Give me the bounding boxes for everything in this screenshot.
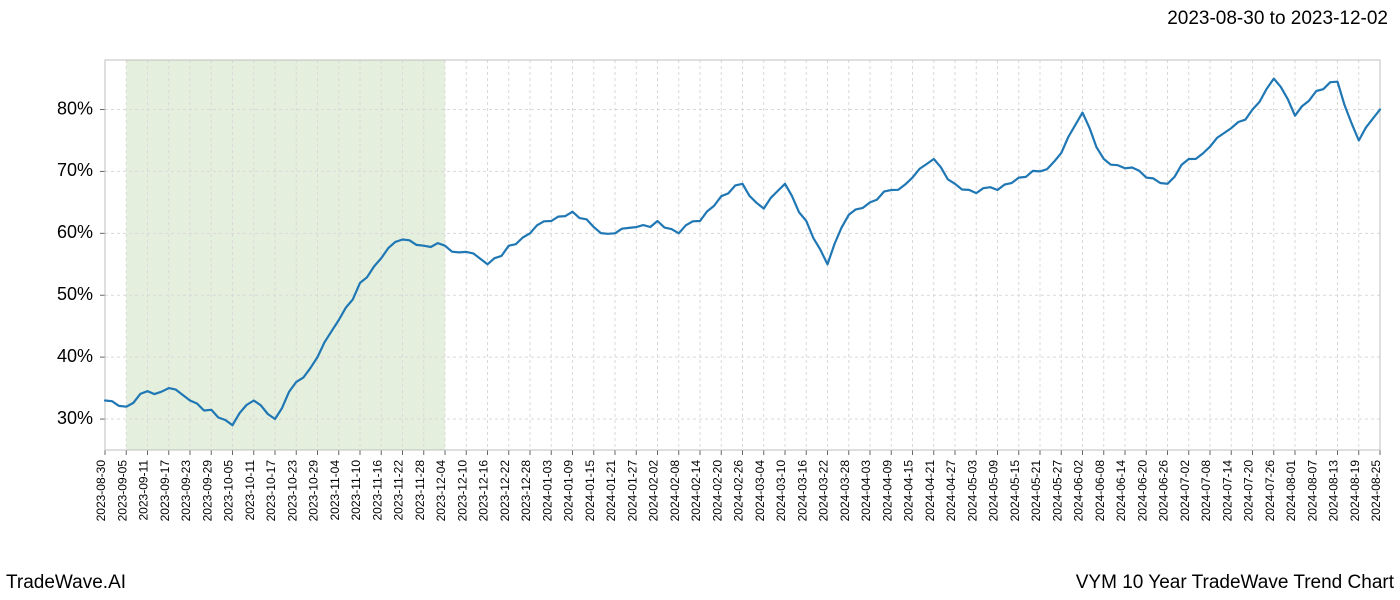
svg-text:2024-04-03: 2024-04-03 <box>859 460 873 522</box>
svg-text:2023-09-05: 2023-09-05 <box>115 460 129 522</box>
svg-text:2023-11-10: 2023-11-10 <box>349 460 363 521</box>
svg-text:2024-05-15: 2024-05-15 <box>1008 460 1022 522</box>
svg-text:2024-01-09: 2024-01-09 <box>562 460 576 522</box>
svg-text:2023-11-28: 2023-11-28 <box>413 460 427 521</box>
svg-text:2024-02-20: 2024-02-20 <box>710 460 724 522</box>
svg-text:2024-01-15: 2024-01-15 <box>583 460 597 522</box>
svg-text:2024-07-08: 2024-07-08 <box>1199 460 1213 522</box>
svg-text:2023-11-16: 2023-11-16 <box>370 460 384 521</box>
svg-text:2024-06-26: 2024-06-26 <box>1157 460 1171 522</box>
svg-text:2024-07-26: 2024-07-26 <box>1263 460 1277 522</box>
svg-text:2024-03-10: 2024-03-10 <box>774 460 788 522</box>
svg-text:2024-06-20: 2024-06-20 <box>1135 460 1149 522</box>
svg-text:2024-02-26: 2024-02-26 <box>732 460 746 522</box>
svg-text:2024-04-27: 2024-04-27 <box>944 460 958 522</box>
svg-text:2024-03-28: 2024-03-28 <box>838 460 852 522</box>
svg-text:60%: 60% <box>57 222 93 242</box>
svg-text:2023-08-30: 2023-08-30 <box>94 460 108 522</box>
svg-text:2024-03-04: 2024-03-04 <box>753 460 767 522</box>
svg-text:2024-07-02: 2024-07-02 <box>1178 460 1192 522</box>
svg-text:2023-10-29: 2023-10-29 <box>307 460 321 522</box>
svg-text:2023-10-17: 2023-10-17 <box>264 460 278 522</box>
svg-text:2024-08-13: 2024-08-13 <box>1327 460 1341 522</box>
svg-text:2023-10-05: 2023-10-05 <box>222 460 236 522</box>
svg-text:30%: 30% <box>57 408 93 428</box>
svg-text:2024-05-27: 2024-05-27 <box>1050 460 1064 522</box>
trend-chart: 30% 40% 50% 60% 70% 80% 2023-08-30 2023-09-05 20… <box>0 40 1400 570</box>
svg-text:2023-12-10: 2023-12-10 <box>455 460 469 522</box>
svg-text:2024-01-21: 2024-01-21 <box>604 460 618 522</box>
svg-text:2024-04-09: 2024-04-09 <box>880 460 894 522</box>
svg-text:2024-05-21: 2024-05-21 <box>1029 460 1043 522</box>
svg-text:2023-11-04: 2023-11-04 <box>328 460 342 521</box>
svg-text:50%: 50% <box>57 284 93 304</box>
svg-text:2023-09-23: 2023-09-23 <box>179 460 193 522</box>
svg-text:2023-09-17: 2023-09-17 <box>158 460 172 522</box>
svg-text:2023-11-22: 2023-11-22 <box>392 460 406 521</box>
brand-label: TradeWave.AI <box>6 572 126 594</box>
svg-text:2024-08-19: 2024-08-19 <box>1348 460 1362 522</box>
date-range-label: 2023-08-30 to 2023-12-02 <box>1167 8 1388 30</box>
svg-text:2024-03-16: 2024-03-16 <box>795 460 809 522</box>
svg-text:2023-09-29: 2023-09-29 <box>200 460 214 522</box>
svg-text:70%: 70% <box>57 160 93 180</box>
svg-text:2024-07-14: 2024-07-14 <box>1220 460 1234 522</box>
svg-text:2024-02-08: 2024-02-08 <box>668 460 682 522</box>
svg-text:2024-01-03: 2024-01-03 <box>540 460 554 522</box>
svg-text:2023-10-23: 2023-10-23 <box>285 460 299 522</box>
svg-text:2023-09-11: 2023-09-11 <box>137 460 151 521</box>
svg-text:2024-08-07: 2024-08-07 <box>1305 460 1319 522</box>
svg-text:2024-04-21: 2024-04-21 <box>923 460 937 522</box>
svg-text:2024-08-25: 2024-08-25 <box>1369 460 1383 522</box>
svg-text:2024-05-03: 2024-05-03 <box>965 460 979 522</box>
svg-text:2024-04-15: 2024-04-15 <box>902 460 916 522</box>
svg-text:2024-07-20: 2024-07-20 <box>1242 460 1256 522</box>
svg-text:2024-08-01: 2024-08-01 <box>1284 460 1298 522</box>
svg-text:80%: 80% <box>57 98 93 118</box>
svg-text:2024-06-14: 2024-06-14 <box>1114 460 1128 522</box>
svg-text:2024-01-27: 2024-01-27 <box>625 460 639 522</box>
svg-text:2024-06-08: 2024-06-08 <box>1093 460 1107 522</box>
svg-text:2024-03-22: 2024-03-22 <box>817 460 831 522</box>
svg-text:2023-12-28: 2023-12-28 <box>519 460 533 522</box>
svg-text:2024-02-02: 2024-02-02 <box>647 460 661 522</box>
svg-text:2024-05-09: 2024-05-09 <box>987 460 1001 522</box>
svg-text:2023-10-11: 2023-10-11 <box>243 460 257 521</box>
svg-text:2023-12-04: 2023-12-04 <box>434 460 448 522</box>
svg-text:2024-06-02: 2024-06-02 <box>1072 460 1086 522</box>
chart-title: VYM 10 Year TradeWave Trend Chart <box>1076 572 1394 594</box>
svg-text:2023-12-22: 2023-12-22 <box>498 460 512 522</box>
svg-text:2023-12-16: 2023-12-16 <box>477 460 491 522</box>
svg-text:40%: 40% <box>57 346 93 366</box>
svg-text:2024-02-14: 2024-02-14 <box>689 460 703 522</box>
